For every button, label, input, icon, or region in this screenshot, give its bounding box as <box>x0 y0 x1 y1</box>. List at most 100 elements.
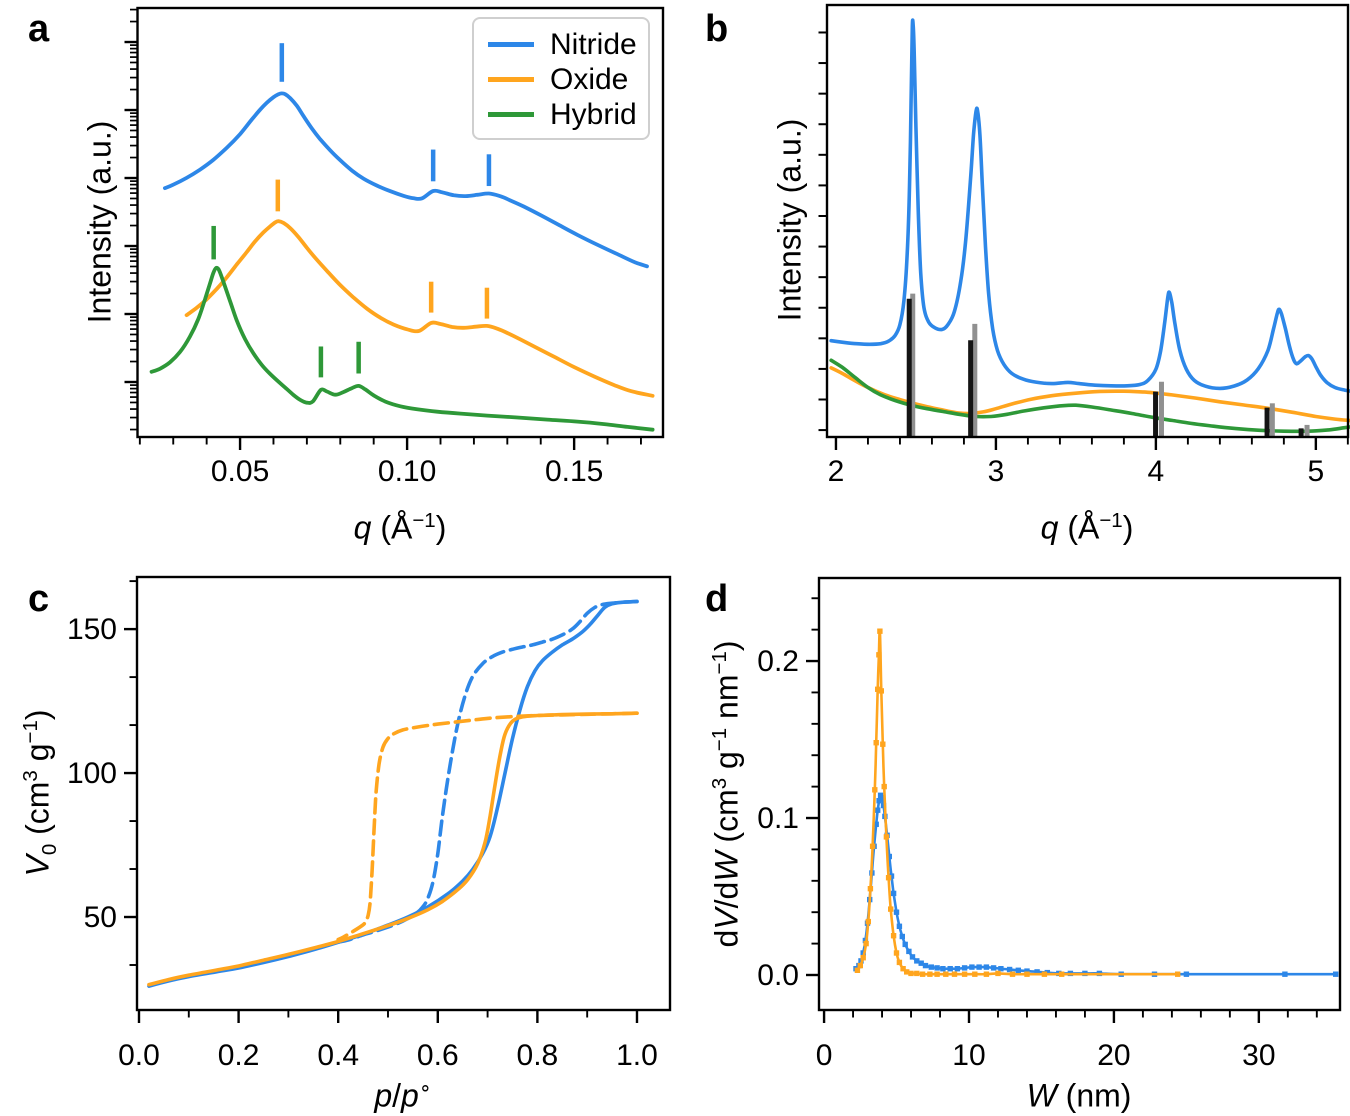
axis-label-part: d <box>708 929 745 948</box>
axis-label-part: nm <box>708 674 745 728</box>
series-hybrid-curve <box>829 358 1350 434</box>
axis-label-part: g <box>708 751 745 778</box>
panel-c: 0.0 0.2 0.4 0.6 0.8 1.0 50 100 150 <box>67 575 672 1072</box>
x-tick-label: 0.2 <box>218 1039 260 1072</box>
series-nitride-psd-markers <box>853 792 1339 977</box>
axis-label-part: (Å <box>371 509 413 546</box>
series-oxide-adsorption-curve <box>147 711 639 987</box>
y-tick-label: 50 <box>84 901 117 934</box>
axis-label-part: ) <box>435 509 447 546</box>
axis-label-part: (cm <box>708 789 745 852</box>
x-tick-label: 0.8 <box>517 1039 559 1072</box>
plot-spines <box>825 3 1350 439</box>
axis-label-part: / <box>392 1077 402 1114</box>
plot-spines <box>136 6 665 439</box>
legend-label-oxide: Oxide <box>550 62 629 96</box>
axis-label-part: q <box>353 509 372 546</box>
axis-label-part: ) <box>1122 509 1134 546</box>
panel-letter-b: b <box>705 8 729 50</box>
legend-box: Nitride Oxide Hybrid <box>472 17 650 140</box>
axis-label-part: ) <box>708 640 745 652</box>
axis-label-part: q <box>1040 509 1059 546</box>
x-tick-label: 3 <box>988 455 1005 488</box>
panel-a-ylabel: Intensity (a.u.) <box>82 121 119 324</box>
panel-c-xlabel: p/p∘ <box>374 1078 431 1115</box>
x-tick-label: 30 <box>1242 1039 1275 1072</box>
axis-label-part: Intensity (a.u.) <box>771 118 808 322</box>
reference-stick-pattern <box>906 293 1310 436</box>
axis-label-part: 0 <box>37 843 61 856</box>
x-tick-label: 0.6 <box>417 1039 459 1072</box>
peak-markers <box>211 43 492 378</box>
x-tick-label: 0 <box>816 1039 833 1072</box>
panel-letter-a: a <box>28 8 50 50</box>
axis-label-part: W <box>1026 1077 1057 1114</box>
series-nitride-psd-curve <box>854 793 1337 976</box>
series-nitride-curve <box>162 91 649 269</box>
axis-label-part: 3 <box>707 777 731 790</box>
y-tick-label: 0.1 <box>757 802 799 835</box>
x-axis: 0 10 20 30 <box>816 1010 1318 1072</box>
x-axis: 2 3 4 5 <box>828 437 1349 488</box>
panel-c-ylabel: V0 (cm3 g−1) <box>18 709 61 876</box>
axis-label-part: W <box>708 851 745 882</box>
y-tick-label: 0.2 <box>757 645 799 678</box>
panel-a: 0.05 0.10 0.15 <box>124 6 665 488</box>
x-tick-label: 0.15 <box>545 455 603 488</box>
axis-label-part: (Å <box>1058 509 1100 546</box>
axis-label-part: p <box>401 1077 419 1114</box>
series-nitride-adsorption-curve <box>147 599 639 988</box>
axis-label-part: p <box>374 1077 393 1114</box>
oxide-line-swatch <box>488 77 534 82</box>
y-tick-label: 150 <box>67 613 117 646</box>
axis-label-part: (cm <box>19 781 56 844</box>
axis-label-part: −1 <box>1099 508 1123 532</box>
y-axis <box>818 31 827 432</box>
y-tick-label: 0.0 <box>757 959 799 992</box>
legend-item-hybrid: Hybrid <box>488 97 637 132</box>
axis-label-part: Intensity (a.u.) <box>81 120 118 324</box>
y-axis: 50 100 150 <box>67 580 137 966</box>
panel-b: 2 3 4 5 <box>818 3 1350 488</box>
panel-d-ylabel: dV/dW (cm3 g−1 nm−1) <box>707 640 746 948</box>
axis-label-part: (nm) <box>1056 1077 1132 1114</box>
y-tick-label: 100 <box>67 757 117 790</box>
plot-spines <box>135 575 672 1012</box>
nitride-line-swatch <box>488 42 534 47</box>
axis-label-part: −1 <box>18 720 42 744</box>
series-hybrid-curve <box>149 265 655 432</box>
axis-label-part: ) <box>19 709 56 721</box>
legend-label-nitride: Nitride <box>550 27 637 61</box>
panel-d: 0 10 20 30 0.0 0.1 0.2 <box>757 576 1342 1072</box>
axis-label-part: g <box>19 743 56 771</box>
legend-item-nitride: Nitride <box>488 27 637 62</box>
y-axis <box>124 8 138 431</box>
series-oxide-curve <box>184 219 655 398</box>
x-tick-label: 2 <box>828 455 845 488</box>
x-tick-label: 10 <box>952 1039 985 1072</box>
series-oxide-psd-markers <box>854 628 1181 977</box>
series-nitride-curve <box>829 18 1350 393</box>
x-tick-label: 5 <box>1308 455 1325 488</box>
hybrid-line-swatch <box>488 112 534 117</box>
panel-d-xlabel: W (nm) <box>1027 1078 1132 1115</box>
x-axis: 0.0 0.2 0.4 0.6 0.8 1.0 <box>118 1010 658 1072</box>
panel-b-xlabel: q (Å−1) <box>1041 510 1134 547</box>
axis-label-part: V <box>708 908 745 930</box>
legend-label-hybrid: Hybrid <box>550 97 637 131</box>
panel-b-ylabel: Intensity (a.u.) <box>772 119 809 322</box>
x-axis: 0.05 0.10 0.15 <box>138 437 642 488</box>
panel-letter-c: c <box>28 578 50 620</box>
plot-spines <box>817 576 1342 1012</box>
axis-label-part: −1 <box>707 651 731 675</box>
x-tick-label: 0.0 <box>118 1039 160 1072</box>
axis-label-part: ∘ <box>418 1076 432 1100</box>
x-tick-label: 4 <box>1148 455 1165 488</box>
axis-label-part: −1 <box>412 508 436 532</box>
x-tick-label: 0.4 <box>317 1039 359 1072</box>
axis-label-part: 3 <box>18 770 42 782</box>
x-tick-label: 0.10 <box>378 455 436 488</box>
series-nitride-desorption-curve <box>336 599 639 944</box>
